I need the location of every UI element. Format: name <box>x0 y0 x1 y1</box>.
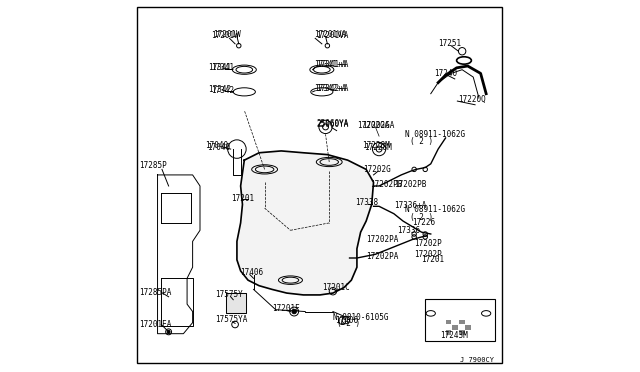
Text: 17202GA: 17202GA <box>362 121 395 129</box>
Text: 17285PA: 17285PA <box>139 288 172 297</box>
Text: 17251: 17251 <box>438 39 461 48</box>
Text: 17201VA: 17201VA <box>314 30 347 39</box>
Text: 17228M: 17228M <box>362 141 390 150</box>
Text: 17338: 17338 <box>355 198 378 207</box>
Text: 17040: 17040 <box>205 141 228 150</box>
Bar <box>445 330 451 335</box>
Text: 17201VA: 17201VA <box>316 31 349 40</box>
Text: ( 2 ): ( 2 ) <box>337 319 360 328</box>
Text: 17202PB: 17202PB <box>370 180 402 189</box>
Text: 25060YA: 25060YA <box>316 120 349 129</box>
Text: 17202PA: 17202PA <box>366 235 399 244</box>
Text: 17240: 17240 <box>435 69 458 78</box>
Text: 17220Q: 17220Q <box>458 95 486 104</box>
Bar <box>445 320 451 324</box>
Bar <box>459 330 465 335</box>
Text: 17575YA: 17575YA <box>215 315 247 324</box>
Text: 17202P: 17202P <box>414 239 442 248</box>
Text: 17202P: 17202P <box>414 250 442 259</box>
Text: 17201W: 17201W <box>213 30 241 39</box>
Text: 17201: 17201 <box>422 255 445 264</box>
Text: N 08911-1062G: N 08911-1062G <box>405 205 465 215</box>
Bar <box>465 325 472 330</box>
Circle shape <box>167 330 170 333</box>
Text: 17243M: 17243M <box>440 331 468 340</box>
Polygon shape <box>237 151 374 295</box>
Text: 17342+A: 17342+A <box>316 84 349 93</box>
Text: 17201C: 17201C <box>322 283 349 292</box>
Bar <box>452 325 458 330</box>
Text: 17285P: 17285P <box>139 161 167 170</box>
Text: 17201EA: 17201EA <box>139 320 172 329</box>
Text: 17202PB: 17202PB <box>394 180 426 189</box>
Text: 17201W: 17201W <box>211 31 239 40</box>
Bar <box>425 299 495 341</box>
Text: 17406: 17406 <box>335 316 358 325</box>
Text: N 08911-1062G: N 08911-1062G <box>405 130 465 139</box>
Text: J 7900CY: J 7900CY <box>460 356 494 363</box>
Text: 17336: 17336 <box>397 226 420 235</box>
Text: 17201: 17201 <box>230 195 254 203</box>
Text: 17201E: 17201E <box>272 304 300 313</box>
Text: 17202PA: 17202PA <box>366 251 399 261</box>
Text: 17342: 17342 <box>211 86 234 94</box>
Text: 17406: 17406 <box>241 268 264 277</box>
Circle shape <box>292 310 296 314</box>
Text: ( 2 ): ( 2 ) <box>410 137 433 146</box>
Bar <box>459 320 465 324</box>
Text: 17341+A: 17341+A <box>314 60 347 70</box>
Text: 17202G: 17202G <box>364 165 391 174</box>
Text: ( 2 ): ( 2 ) <box>410 213 433 222</box>
Text: 17341: 17341 <box>211 62 234 72</box>
Text: 17341: 17341 <box>209 62 232 72</box>
Text: 17202GA: 17202GA <box>357 121 389 129</box>
Text: 17341+A: 17341+A <box>316 60 349 70</box>
Text: 17226: 17226 <box>412 218 435 227</box>
Text: 25060YA: 25060YA <box>316 119 349 128</box>
Text: 17575Y: 17575Y <box>215 291 243 299</box>
Text: 17336+A: 17336+A <box>394 201 426 210</box>
Text: 17342: 17342 <box>209 85 232 94</box>
Polygon shape <box>226 293 246 313</box>
Text: N 0810-6105G: N 0810-6105G <box>333 312 388 321</box>
Text: 17228M: 17228M <box>364 143 392 152</box>
Text: 17342+A: 17342+A <box>314 84 347 93</box>
Text: 17040: 17040 <box>207 143 230 152</box>
